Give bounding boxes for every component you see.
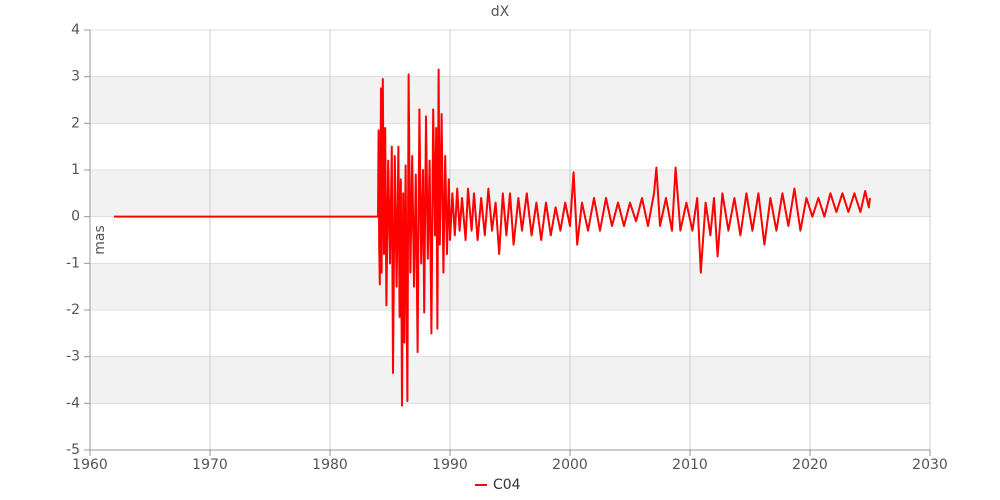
y-tick-label: -2: [66, 302, 80, 318]
y-tick-label: 3: [71, 69, 80, 85]
chart-title: dX: [491, 4, 510, 20]
y-tick-label: -5: [66, 442, 80, 458]
y-tick-label: -4: [66, 395, 80, 411]
legend-label: C04: [493, 477, 521, 493]
y-axis-label: mas: [92, 225, 108, 255]
x-tick-label: 2010: [672, 457, 708, 473]
x-tick-label: 1960: [72, 457, 108, 473]
x-tick-label: 1980: [312, 457, 348, 473]
y-tick-label: -1: [66, 255, 80, 271]
grid-band: [90, 263, 930, 310]
grid-band: [90, 356, 930, 404]
x-tick-label: 1970: [192, 457, 228, 473]
x-tick-label: 2030: [912, 457, 948, 473]
x-tick-label: 1990: [432, 457, 468, 473]
y-tick-label: 2: [71, 115, 80, 131]
x-tick-label: 2020: [792, 457, 828, 473]
x-tick-label: 2000: [552, 457, 588, 473]
y-tick-label: -3: [66, 349, 80, 365]
y-tick-label: 0: [71, 209, 80, 225]
grid-band: [90, 76, 930, 124]
y-tick-label: 1: [71, 162, 80, 178]
data-line: [114, 68, 871, 407]
y-tick-label: 4: [71, 22, 80, 38]
